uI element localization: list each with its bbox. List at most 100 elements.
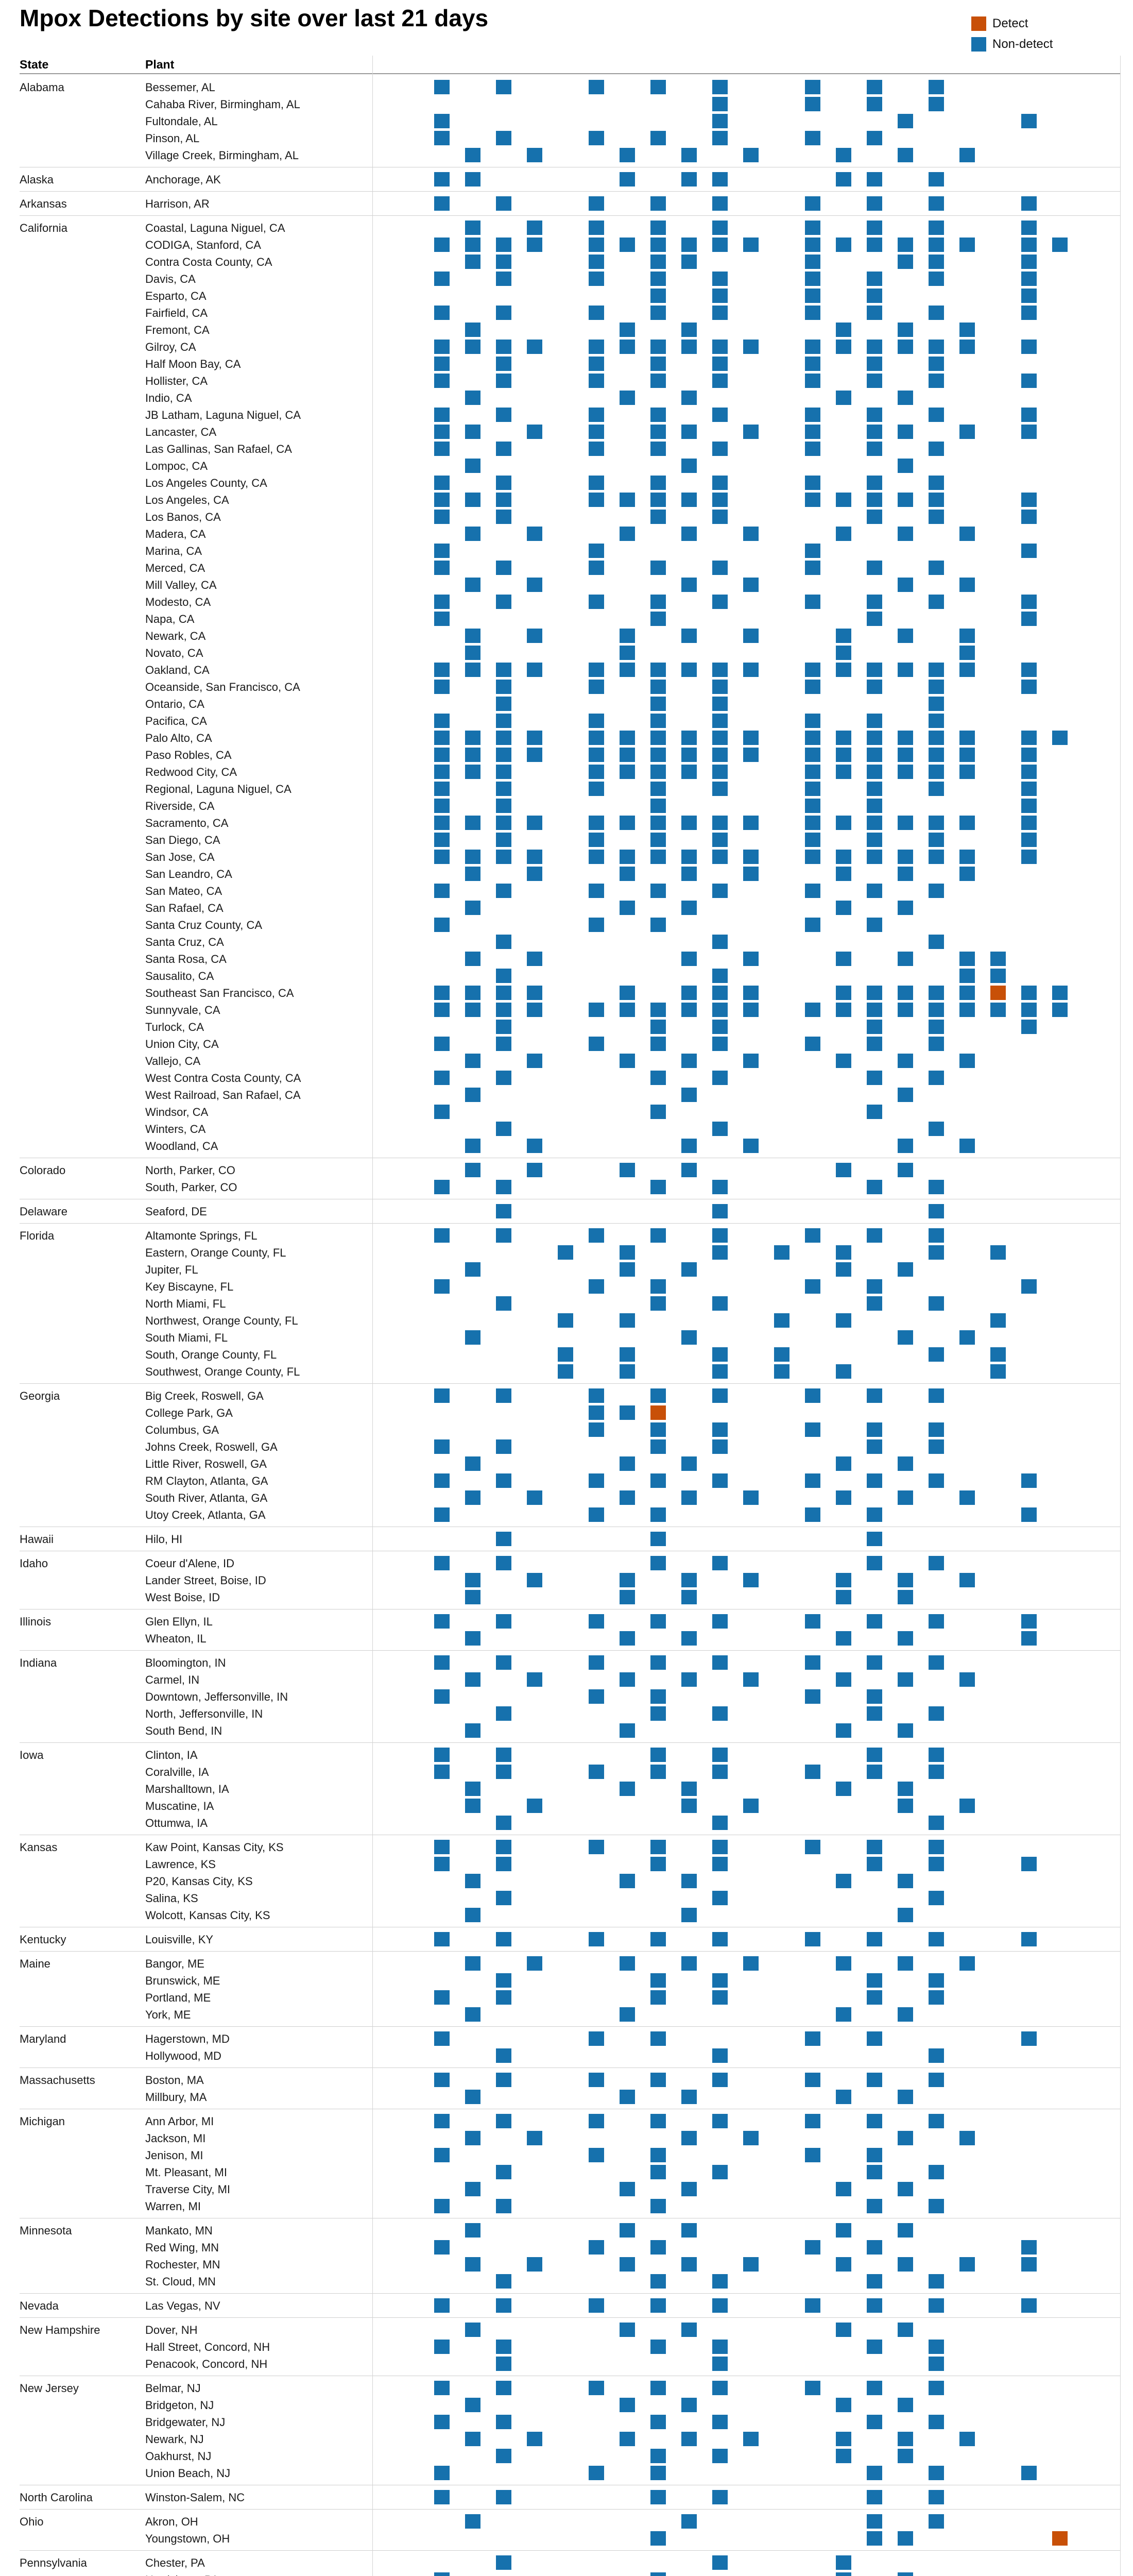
non-detect-cell[interactable]: [959, 2257, 975, 2272]
non-detect-cell[interactable]: [867, 1689, 882, 1704]
non-detect-cell[interactable]: [836, 1054, 851, 1068]
non-detect-cell[interactable]: [681, 493, 697, 507]
non-detect-cell[interactable]: [805, 561, 820, 575]
non-detect-cell[interactable]: [805, 1689, 820, 1704]
non-detect-cell[interactable]: [434, 748, 450, 762]
non-detect-cell[interactable]: [496, 1857, 511, 1871]
non-detect-cell[interactable]: [681, 323, 697, 337]
non-detect-cell[interactable]: [434, 510, 450, 524]
non-detect-cell[interactable]: [867, 1473, 882, 1488]
non-detect-cell[interactable]: [589, 833, 604, 847]
non-detect-cell[interactable]: [959, 1003, 975, 1017]
non-detect-cell[interactable]: [929, 1706, 944, 1721]
non-detect-cell[interactable]: [527, 1490, 542, 1505]
non-detect-cell[interactable]: [712, 1003, 728, 1017]
non-detect-cell[interactable]: [434, 2298, 450, 2313]
non-detect-cell[interactable]: [712, 697, 728, 711]
non-detect-cell[interactable]: [434, 196, 450, 211]
non-detect-cell[interactable]: [620, 1490, 635, 1505]
non-detect-cell[interactable]: [496, 561, 511, 575]
non-detect-cell[interactable]: [1052, 731, 1068, 745]
non-detect-cell[interactable]: [898, 1956, 913, 1971]
non-detect-cell[interactable]: [434, 731, 450, 745]
non-detect-cell[interactable]: [434, 1180, 450, 1194]
non-detect-cell[interactable]: [465, 1782, 480, 1796]
non-detect-cell[interactable]: [929, 2357, 944, 2371]
non-detect-cell[interactable]: [589, 238, 604, 252]
non-detect-cell[interactable]: [805, 425, 820, 439]
non-detect-cell[interactable]: [867, 425, 882, 439]
non-detect-cell[interactable]: [681, 1139, 697, 1153]
non-detect-cell[interactable]: [959, 969, 975, 983]
non-detect-cell[interactable]: [1052, 1003, 1068, 1017]
non-detect-cell[interactable]: [589, 272, 604, 286]
non-detect-cell[interactable]: [681, 1262, 697, 1277]
non-detect-cell[interactable]: [496, 714, 511, 728]
non-detect-cell[interactable]: [712, 1228, 728, 1243]
detect-cell[interactable]: [1052, 2531, 1068, 2546]
non-detect-cell[interactable]: [867, 663, 882, 677]
non-detect-cell[interactable]: [650, 2340, 666, 2354]
non-detect-cell[interactable]: [589, 1689, 604, 1704]
non-detect-cell[interactable]: [1021, 1631, 1037, 1646]
non-detect-cell[interactable]: [650, 493, 666, 507]
non-detect-cell[interactable]: [681, 901, 697, 915]
non-detect-cell[interactable]: [929, 1932, 944, 1946]
non-detect-cell[interactable]: [650, 1706, 666, 1721]
non-detect-cell[interactable]: [712, 1122, 728, 1136]
non-detect-cell[interactable]: [867, 1973, 882, 1988]
non-detect-cell[interactable]: [589, 374, 604, 388]
non-detect-cell[interactable]: [465, 2323, 480, 2337]
non-detect-cell[interactable]: [898, 2449, 913, 2463]
non-detect-cell[interactable]: [867, 1388, 882, 1403]
non-detect-cell[interactable]: [805, 357, 820, 371]
non-detect-cell[interactable]: [650, 476, 666, 490]
non-detect-cell[interactable]: [496, 1765, 511, 1779]
non-detect-cell[interactable]: [959, 731, 975, 745]
non-detect-cell[interactable]: [465, 2257, 480, 2272]
non-detect-cell[interactable]: [805, 97, 820, 111]
non-detect-cell[interactable]: [929, 1765, 944, 1779]
non-detect-cell[interactable]: [1021, 1473, 1037, 1488]
non-detect-cell[interactable]: [465, 1088, 480, 1102]
non-detect-cell[interactable]: [805, 799, 820, 813]
non-detect-cell[interactable]: [929, 1990, 944, 2005]
non-detect-cell[interactable]: [867, 340, 882, 354]
non-detect-cell[interactable]: [867, 357, 882, 371]
non-detect-cell[interactable]: [712, 1748, 728, 1762]
non-detect-cell[interactable]: [867, 1932, 882, 1946]
non-detect-cell[interactable]: [712, 816, 728, 830]
non-detect-cell[interactable]: [620, 2323, 635, 2337]
non-detect-cell[interactable]: [774, 1313, 789, 1328]
non-detect-cell[interactable]: [650, 1439, 666, 1454]
non-detect-cell[interactable]: [434, 2073, 450, 2087]
non-detect-cell[interactable]: [558, 1313, 573, 1328]
non-detect-cell[interactable]: [929, 1891, 944, 1905]
non-detect-cell[interactable]: [620, 340, 635, 354]
non-detect-cell[interactable]: [620, 629, 635, 643]
non-detect-cell[interactable]: [496, 1532, 511, 1546]
non-detect-cell[interactable]: [650, 374, 666, 388]
non-detect-cell[interactable]: [898, 2131, 913, 2145]
non-detect-cell[interactable]: [465, 323, 480, 337]
non-detect-cell[interactable]: [589, 2114, 604, 2128]
non-detect-cell[interactable]: [650, 80, 666, 94]
non-detect-cell[interactable]: [836, 1364, 851, 1379]
non-detect-cell[interactable]: [743, 629, 759, 643]
non-detect-cell[interactable]: [650, 731, 666, 745]
non-detect-cell[interactable]: [465, 1262, 480, 1277]
non-detect-cell[interactable]: [527, 2257, 542, 2272]
non-detect-cell[interactable]: [743, 340, 759, 354]
non-detect-cell[interactable]: [496, 1990, 511, 2005]
non-detect-cell[interactable]: [650, 340, 666, 354]
non-detect-cell[interactable]: [1021, 748, 1037, 762]
non-detect-cell[interactable]: [1021, 340, 1037, 354]
non-detect-cell[interactable]: [681, 765, 697, 779]
non-detect-cell[interactable]: [465, 2223, 480, 2238]
non-detect-cell[interactable]: [929, 272, 944, 286]
non-detect-cell[interactable]: [867, 172, 882, 187]
non-detect-cell[interactable]: [681, 1163, 697, 1177]
non-detect-cell[interactable]: [836, 901, 851, 915]
non-detect-cell[interactable]: [1021, 782, 1037, 796]
non-detect-cell[interactable]: [929, 255, 944, 269]
